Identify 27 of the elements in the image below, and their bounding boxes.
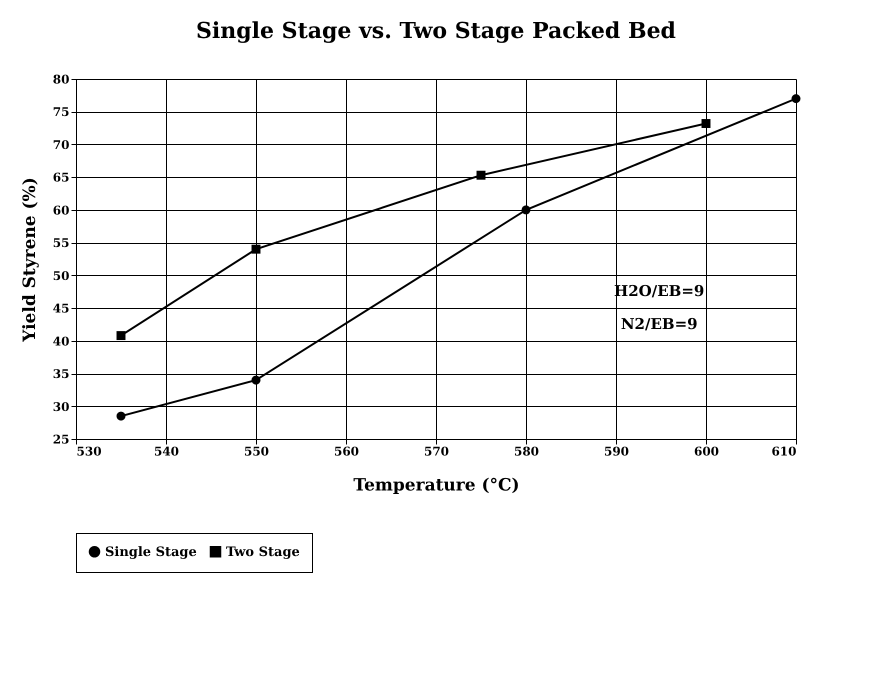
x-tick-label: 560 <box>334 444 360 458</box>
x-tick-label: 550 <box>244 444 270 458</box>
x-tick-label: 540 <box>154 444 180 458</box>
x-tick-label: 580 <box>514 444 540 458</box>
y-tick-label: 55 <box>52 236 70 250</box>
legend-label: Single Stage <box>105 544 197 560</box>
y-tick-label: 80 <box>52 72 70 86</box>
y-tick-label: 45 <box>52 302 70 316</box>
chart-title: Single Stage vs. Two Stage Packed Bed <box>196 18 676 44</box>
legend-label: Two Stage <box>226 544 300 560</box>
y-tick-label: 50 <box>52 268 70 283</box>
x-tick-label: 600 <box>694 444 720 458</box>
annotation: N2/EB=9 <box>620 314 698 333</box>
y-tick-label: 65 <box>52 170 70 185</box>
y-tick-label: 30 <box>52 400 70 414</box>
x-tick-label: 530 <box>76 444 102 458</box>
y-tick-label: 60 <box>52 203 70 218</box>
y-tick-label: 75 <box>52 105 70 120</box>
x-tick-label: 590 <box>604 444 630 458</box>
y-tick-label: 40 <box>52 334 70 348</box>
y-axis-title: Yield Styrene (%) <box>20 177 40 343</box>
y-tick-label: 70 <box>52 138 70 152</box>
x-tick-label: 610 <box>771 444 796 458</box>
y-tick-label: 25 <box>52 432 70 446</box>
y-tick-label: 35 <box>52 367 70 382</box>
x-axis-title: Temperature (°C) <box>353 476 520 496</box>
x-tick-label: 570 <box>424 444 450 458</box>
